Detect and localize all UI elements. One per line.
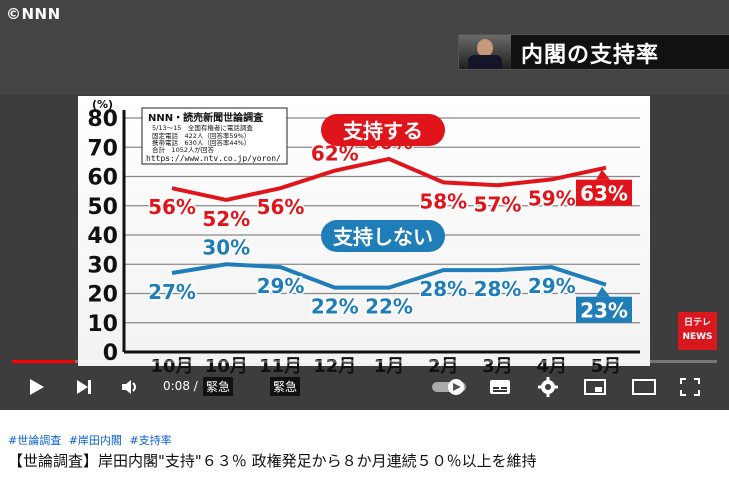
legend-label: 支持しない xyxy=(333,225,433,249)
hashtag-link[interactable]: #岸田内閣 xyxy=(68,434,122,447)
nnn-logo: ©NNN xyxy=(6,5,61,23)
ntv-logo-line2: NEWS xyxy=(682,332,713,342)
source-title: NNN・読売新聞世論調査 xyxy=(148,111,264,124)
ntv-logo-line1: 日テレ xyxy=(683,318,711,328)
chapter-tag-2: 緊急 xyxy=(270,377,301,396)
legend-label: 支持する xyxy=(343,119,423,143)
data-label: 23% xyxy=(580,299,628,323)
x-tick-label: 10月 xyxy=(205,356,248,377)
y-tick-label: 80 xyxy=(87,107,118,132)
data-label: 59% xyxy=(528,186,576,210)
x-tick-label: 2月 xyxy=(428,356,459,377)
data-label: 29% xyxy=(257,274,305,298)
y-tick-label: 50 xyxy=(87,195,118,220)
data-label: 57% xyxy=(474,192,522,216)
callout-box xyxy=(576,179,632,206)
data-label: 56% xyxy=(148,195,196,219)
video-title: 【世論調査】岸田内閣"支持"６３％ 政権発足から８か月連続５０％以上を維持 xyxy=(8,452,537,470)
y-tick-label: 20 xyxy=(87,283,118,308)
data-label: 30% xyxy=(202,235,250,259)
survey-source-box: NNN・読売新聞世論調査 5/13～15 全国有権者に電話調査 固定電話 422… xyxy=(141,107,288,165)
person-photo xyxy=(459,35,511,69)
callout-pointer xyxy=(596,286,610,297)
title-banner: 内閣の支持率 xyxy=(458,34,729,70)
x-tick-label: 10月 xyxy=(150,356,193,377)
autoplay-toggle[interactable] xyxy=(431,377,469,397)
subtitles-icon[interactable] xyxy=(489,378,511,396)
data-label: 22% xyxy=(365,295,413,319)
y-tick-label: 10 xyxy=(87,312,118,337)
source-line3: 携帯電話 630人（回答率44%） xyxy=(152,138,250,147)
volume-icon[interactable] xyxy=(120,378,140,396)
series-line-0 xyxy=(171,156,607,202)
hashtag-link[interactable]: #支持率 xyxy=(129,434,172,447)
data-label: 63% xyxy=(580,182,628,206)
y-tick-label: 0 xyxy=(103,341,118,366)
data-label: 22% xyxy=(311,295,359,319)
next-icon[interactable] xyxy=(74,378,94,396)
source-line1: 5/13～15 全国有権者に電話調査 xyxy=(152,123,253,132)
y-tick-label: 70 xyxy=(87,136,118,161)
x-tick-label: 3月 xyxy=(482,356,513,377)
callout-box xyxy=(576,296,632,323)
title-banner-text: 内閣の支持率 xyxy=(521,43,660,68)
data-label: 29% xyxy=(528,274,576,298)
progress-fill xyxy=(12,360,76,363)
y-tick-label: 60 xyxy=(87,166,118,191)
y-tick-label: 30 xyxy=(87,253,118,278)
progress-bar[interactable] xyxy=(12,360,717,363)
data-label: 28% xyxy=(474,277,522,301)
x-tick-label: 12月 xyxy=(313,356,356,377)
settings-gear-icon[interactable] xyxy=(538,377,558,397)
data-label: 52% xyxy=(202,207,250,231)
ntv-news-logo: 日テレ NEWS xyxy=(678,312,717,350)
x-tick-label: 5月 xyxy=(591,356,622,377)
series-line-1 xyxy=(171,262,607,290)
data-label: 28% xyxy=(419,277,467,301)
source-url: https://www.ntv.co.jp/yoron/ xyxy=(146,154,281,163)
hashtag-list: #世論調査 #岸田内閣 #支持率 xyxy=(8,432,176,448)
miniplayer-icon[interactable] xyxy=(584,378,606,396)
video-info xyxy=(0,410,729,478)
data-label: 58% xyxy=(419,189,467,213)
x-tick-label: 4月 xyxy=(536,356,567,377)
y-axis-unit: (%) xyxy=(92,98,113,111)
theater-mode-icon[interactable] xyxy=(632,379,656,395)
data-label: 56% xyxy=(257,195,305,219)
fullscreen-icon[interactable] xyxy=(680,378,700,396)
chapter-tag-1: 緊急 xyxy=(203,377,234,396)
callout-pointer xyxy=(596,169,610,180)
source-line2: 固定電話 422人（回答率59%） xyxy=(152,131,250,140)
data-label: 27% xyxy=(148,280,196,304)
x-tick-label: 1月 xyxy=(374,356,405,377)
legend-pill xyxy=(321,220,445,252)
source-line4: 合計 1052人が回答 xyxy=(152,145,215,154)
play-icon[interactable] xyxy=(26,377,46,397)
x-tick-label: 11月 xyxy=(259,356,302,377)
hashtag-link[interactable]: #世論調査 xyxy=(8,434,62,447)
y-tick-label: 40 xyxy=(87,224,118,249)
legend-pill xyxy=(321,114,445,146)
